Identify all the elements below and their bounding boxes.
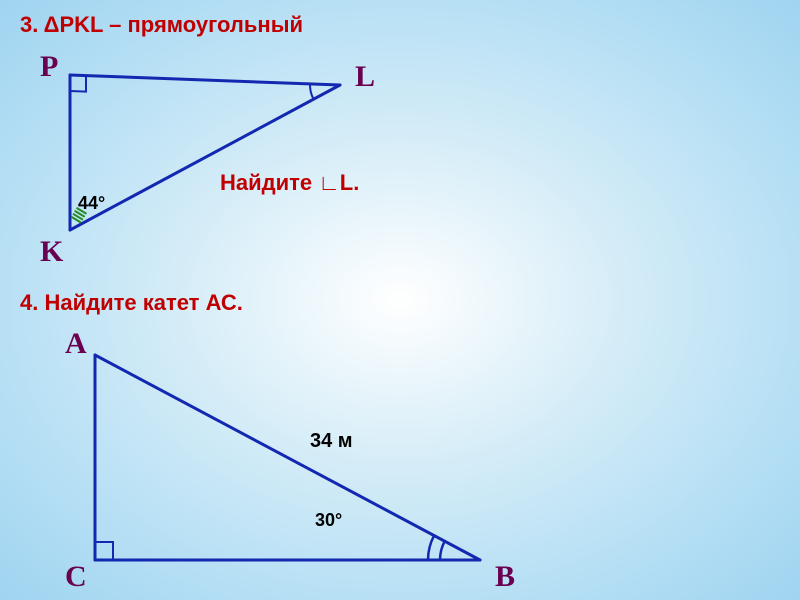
problem4-heading: 4. Найдите катет АС. <box>20 290 243 316</box>
problem3-prompt: Найдите ∟L. <box>220 170 359 196</box>
vertex-K: K <box>40 235 63 269</box>
angle-k-label: 44° <box>78 193 105 214</box>
hypotenuse-label: 34 м <box>310 430 353 453</box>
vertex-A: A <box>65 327 87 361</box>
vertex-B: B <box>495 560 515 594</box>
angle-b-label: 30° <box>315 510 342 531</box>
vertex-C: C <box>65 560 87 594</box>
vertex-L: L <box>355 60 375 94</box>
problem3-heading: 3. ΔPKL – прямоугольный <box>20 12 303 38</box>
vertex-P: P <box>40 50 58 84</box>
